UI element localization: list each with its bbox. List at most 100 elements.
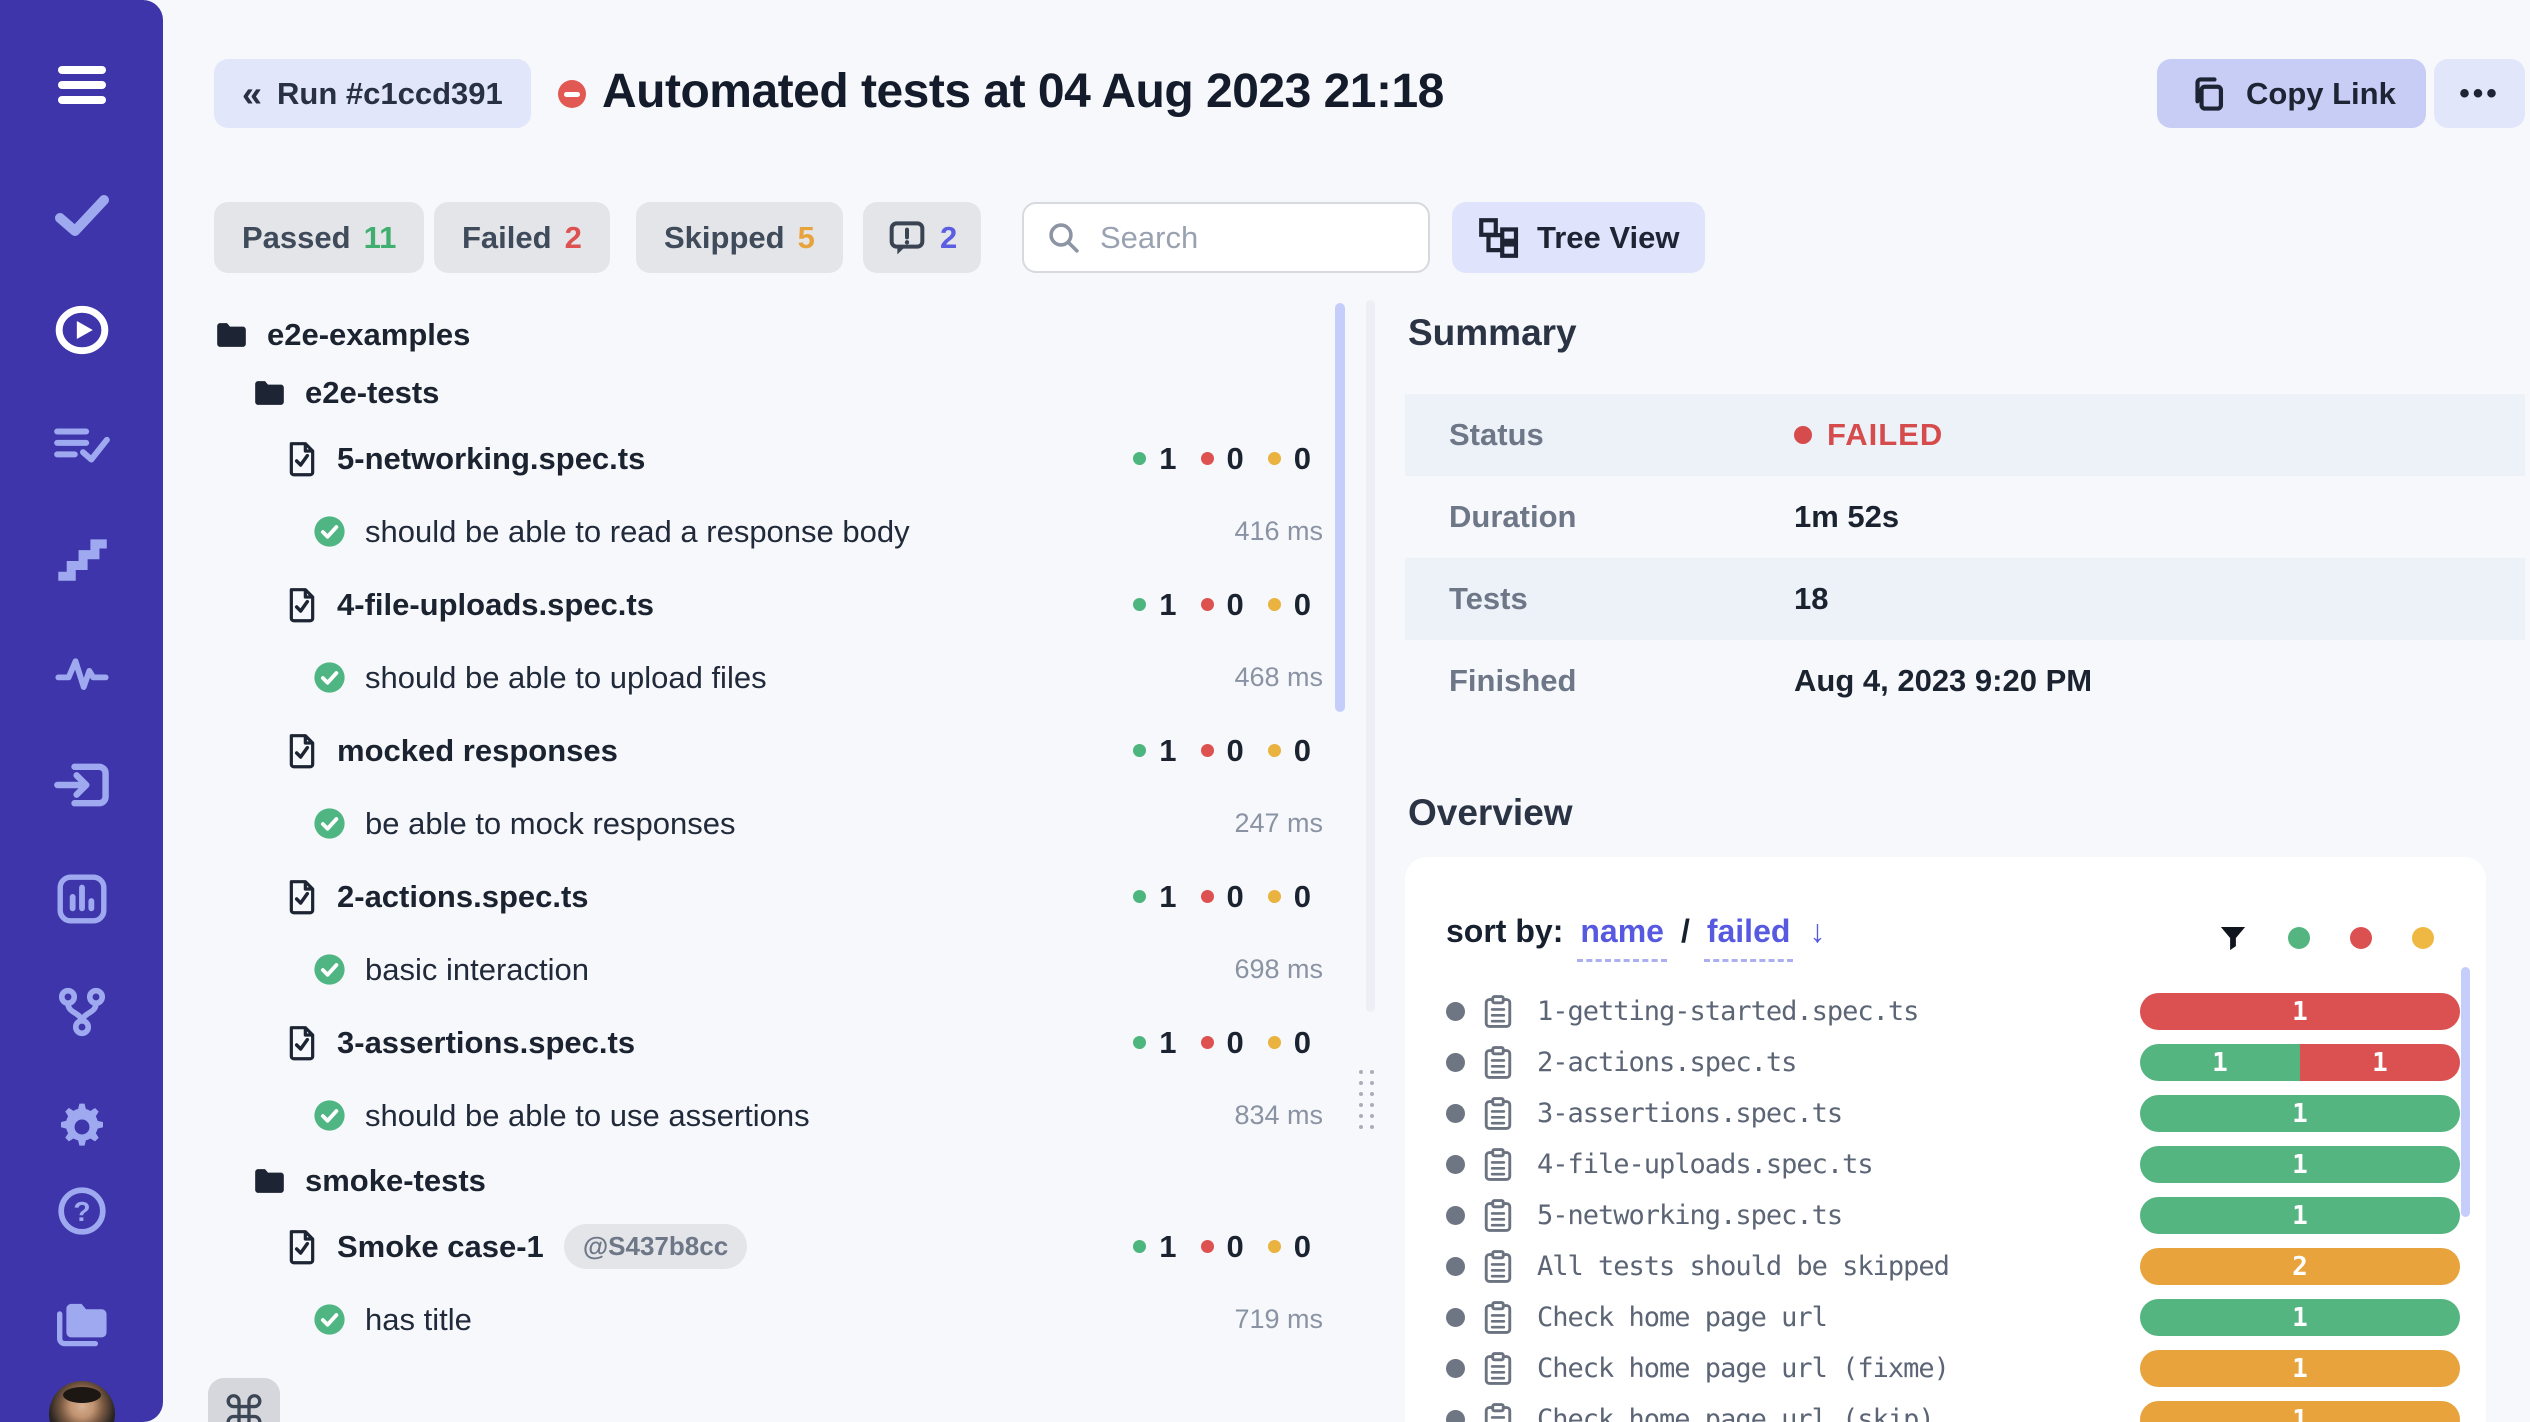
tree-view-button[interactable]: Tree View bbox=[1452, 202, 1706, 273]
tree-item-label: has title bbox=[365, 1301, 472, 1337]
double-chevron-left-icon: « bbox=[242, 72, 262, 114]
skipped-filter-circle[interactable] bbox=[2412, 927, 2434, 949]
tree-row-test[interactable]: be able to mock responses 247 ms bbox=[163, 787, 1333, 860]
overview-heading: Overview bbox=[1408, 792, 1573, 833]
command-icon: ⌘ bbox=[221, 1387, 267, 1422]
tree-item-counts: 1 0 0 bbox=[1133, 587, 1333, 623]
splitter-drag-handle[interactable] bbox=[1355, 1068, 1377, 1130]
check-circle-icon bbox=[313, 953, 346, 986]
summary-label: Status bbox=[1449, 417, 1544, 452]
tree-row-folder[interactable]: e2e-examples bbox=[163, 306, 1333, 364]
filter-failed-chip[interactable]: Failed 2 bbox=[434, 202, 610, 273]
tree-scrollbar[interactable] bbox=[1335, 303, 1345, 712]
passed-filter-circle[interactable] bbox=[2288, 927, 2310, 949]
overview-row[interactable]: Check home page url (skip) 1 bbox=[1405, 1394, 2486, 1422]
tree-row-folder[interactable]: smoke-tests bbox=[163, 1152, 1333, 1210]
tree-row-test[interactable]: basic interaction 698 ms bbox=[163, 933, 1333, 1006]
back-to-run-button[interactable]: « Run #c1ccd391 bbox=[214, 59, 531, 128]
copy-link-button[interactable]: Copy Link bbox=[2157, 59, 2426, 128]
clipboard-icon bbox=[1483, 1097, 1513, 1131]
overview-row[interactable]: Check home page url (fixme) 1 bbox=[1405, 1343, 2486, 1394]
filter-comments-chip[interactable]: 2 bbox=[863, 202, 982, 273]
avatar[interactable] bbox=[49, 1381, 115, 1422]
help-circle-icon[interactable] bbox=[56, 1185, 108, 1237]
check-icon[interactable] bbox=[54, 193, 110, 237]
failed-filter-circle[interactable] bbox=[2350, 927, 2372, 949]
passed-count: 1 bbox=[1159, 1228, 1177, 1264]
spec-name: 1-getting-started.spec.ts bbox=[1537, 996, 1919, 1027]
tree-row-test[interactable]: should be able to use assertions 834 ms bbox=[163, 1079, 1333, 1152]
tree-row-spec[interactable]: 4-file-uploads.spec.ts 1 0 0 bbox=[163, 568, 1333, 641]
summary-value: 18 bbox=[1794, 581, 1829, 616]
tree-row-test[interactable]: should be able to read a response body 4… bbox=[163, 495, 1333, 568]
menu-icon[interactable] bbox=[56, 63, 108, 107]
tree-item-counts: 1 0 0 bbox=[1133, 1025, 1333, 1061]
sign-in-icon[interactable] bbox=[52, 759, 112, 811]
tree-row-spec[interactable]: 3-assertions.spec.ts 1 0 0 bbox=[163, 1006, 1333, 1079]
overview-row[interactable]: 5-networking.spec.ts 1 bbox=[1405, 1190, 2486, 1241]
passed-count: 1 bbox=[1159, 732, 1177, 768]
tree-row-spec[interactable]: 5-networking.spec.ts 1 0 0 bbox=[163, 422, 1333, 495]
failed-count: 0 bbox=[1226, 732, 1244, 768]
filter-passed-chip[interactable]: Passed 11 bbox=[214, 202, 425, 273]
bullet-circle-icon bbox=[1446, 1257, 1465, 1276]
tree-item-counts: 1 0 0 bbox=[1133, 441, 1333, 477]
keyboard-shortcuts-button[interactable]: ⌘ bbox=[208, 1378, 280, 1422]
tree-row-test[interactable]: has title 719 ms bbox=[163, 1283, 1333, 1356]
test-duration: 468 ms bbox=[1234, 662, 1323, 692]
spec-name: Check home page url (fixme) bbox=[1537, 1353, 1950, 1384]
overview-row[interactable]: 4-file-uploads.spec.ts 1 bbox=[1405, 1139, 2486, 1190]
activity-pulse-icon[interactable] bbox=[54, 646, 110, 698]
sort-by-failed-link[interactable]: failed bbox=[1703, 913, 1794, 962]
funnel-icon[interactable] bbox=[2218, 923, 2248, 953]
tree-item-label: mocked responses bbox=[337, 732, 618, 768]
tree-row-spec[interactable]: 2-actions.spec.ts 1 0 0 bbox=[163, 860, 1333, 933]
skipped-dot-icon bbox=[1267, 598, 1281, 611]
git-branch-icon[interactable] bbox=[54, 984, 110, 1040]
failed-count: 0 bbox=[1226, 1228, 1244, 1264]
search-input[interactable] bbox=[1098, 218, 1406, 257]
tree-row-spec[interactable]: mocked responses 1 0 0 bbox=[163, 714, 1333, 787]
more-actions-button[interactable]: ••• bbox=[2434, 59, 2525, 128]
check-circle-icon bbox=[313, 1303, 346, 1336]
tree-item-label: 3-assertions.spec.ts bbox=[337, 1024, 636, 1060]
spec-name: 5-networking.spec.ts bbox=[1537, 1200, 1843, 1231]
folder-icon bbox=[253, 378, 286, 408]
bullet-circle-icon bbox=[1446, 1002, 1465, 1021]
overview-row[interactable]: 1-getting-started.spec.ts 1 bbox=[1405, 986, 2486, 1037]
list-check-icon[interactable] bbox=[53, 420, 111, 470]
overview-scrollbar[interactable] bbox=[2461, 967, 2470, 1217]
overview-row[interactable]: 3-assertions.spec.ts 1 bbox=[1405, 1088, 2486, 1139]
sort-direction-arrow-icon[interactable]: ↓ bbox=[1809, 913, 1826, 949]
folders-icon[interactable] bbox=[53, 1295, 111, 1353]
clipboard-icon bbox=[1483, 1046, 1513, 1080]
play-circle-icon[interactable] bbox=[54, 304, 110, 356]
stairs-icon[interactable] bbox=[54, 533, 110, 585]
skipped-count: 0 bbox=[1293, 732, 1311, 768]
overview-card: sort by: name / failed ↓ 1-getting-start… bbox=[1405, 857, 2486, 1422]
result-bar: 1 bbox=[2140, 1146, 2460, 1183]
failed-dot-icon bbox=[1200, 598, 1214, 611]
sort-by-name-link[interactable]: name bbox=[1577, 913, 1667, 962]
comment-bubble-icon bbox=[887, 218, 927, 258]
tree-item-label: should be able to upload files bbox=[365, 659, 767, 695]
overview-row[interactable]: Check home page url 1 bbox=[1405, 1292, 2486, 1343]
spec-name: 3-assertions.spec.ts bbox=[1537, 1098, 1843, 1129]
failed-dot-icon bbox=[1200, 452, 1214, 465]
gear-icon[interactable] bbox=[54, 1099, 110, 1155]
failed-dot-icon bbox=[1200, 744, 1214, 757]
skipped-count: 5 bbox=[797, 219, 815, 255]
failed-count: 0 bbox=[1226, 878, 1244, 914]
filter-skipped-chip[interactable]: Skipped 5 bbox=[636, 202, 843, 273]
summary-label: Duration bbox=[1449, 499, 1577, 534]
overview-row[interactable]: All tests should be skipped 2 bbox=[1405, 1241, 2486, 1292]
bar-chart-icon[interactable] bbox=[55, 872, 109, 926]
comments-count: 2 bbox=[940, 219, 958, 255]
tree-row-folder[interactable]: e2e-tests bbox=[163, 364, 1333, 422]
tree-row-spec[interactable]: Smoke case-1 @S437b8cc 1 0 0 bbox=[163, 1210, 1333, 1283]
spec-file-icon bbox=[286, 878, 318, 916]
passed-count: 1 bbox=[1159, 586, 1177, 622]
tree-row-test[interactable]: should be able to upload files 468 ms bbox=[163, 641, 1333, 714]
tree-item-label: Smoke case-1 bbox=[337, 1228, 544, 1264]
